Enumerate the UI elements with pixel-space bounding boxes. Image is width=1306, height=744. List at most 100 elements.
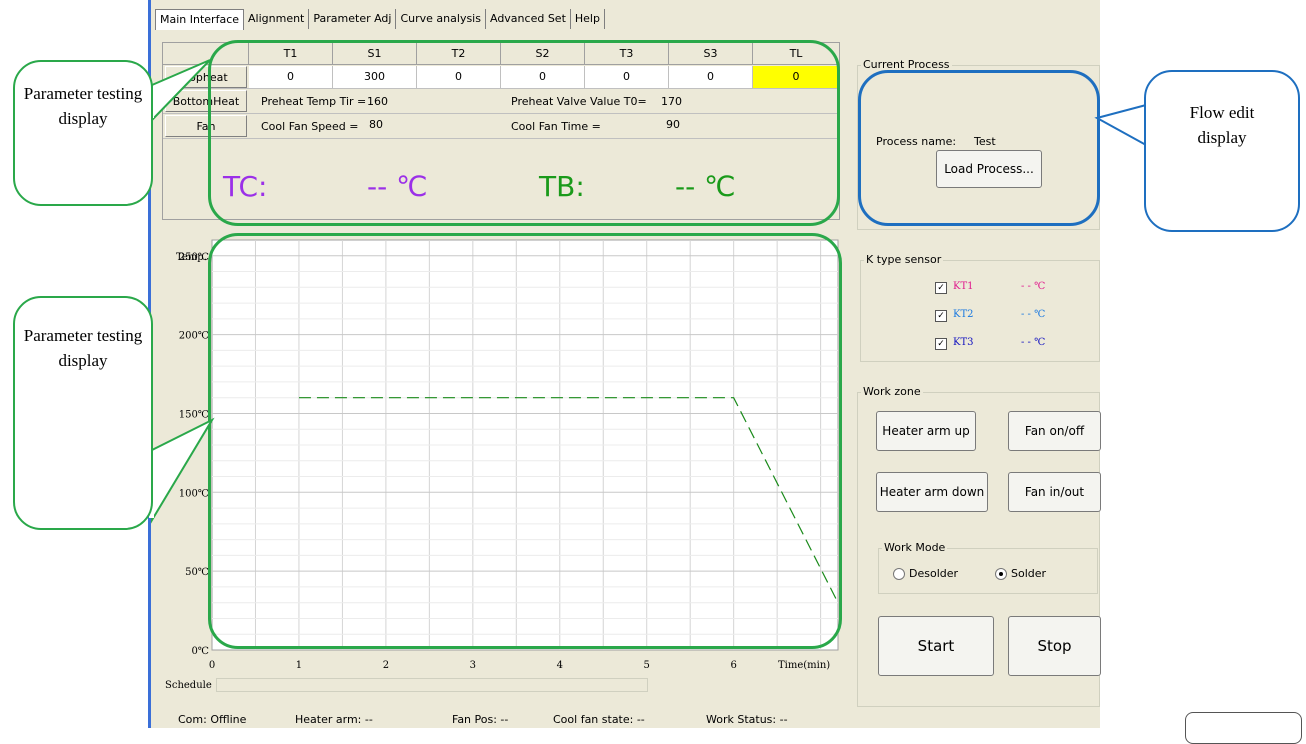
temperature-series-line <box>298 397 839 603</box>
current-process-title: Current Process <box>861 58 952 71</box>
header-s2: S2 <box>501 43 585 65</box>
work-zone-title: Work zone <box>861 385 923 398</box>
kt3-checkbox[interactable]: ✓ <box>935 338 947 350</box>
kt2-label: KT2 <box>953 309 974 320</box>
y-tick-label: 100℃ <box>179 488 209 499</box>
x-tick-label: 2 <box>383 660 389 671</box>
k-type-sensor-group: K type sensor ✓ KT1 - - ℃ ✓ KT2 - - ℃ ✓ … <box>860 253 1100 362</box>
tab-parameter-adj[interactable]: Parameter Adj <box>309 9 397 29</box>
pointer-flow <box>1094 103 1147 147</box>
preheat-temp-value: 160 <box>367 95 388 108</box>
kt1-value: - - ℃ <box>1021 281 1046 292</box>
bottomheat-row-button[interactable]: BottomHeat <box>165 90 247 112</box>
header-t2: T2 <box>417 43 501 65</box>
callout-flow-edit-text: Flow edit display <box>1189 103 1255 147</box>
y-tick-label: 150℃ <box>179 409 209 420</box>
preheat-valve-value: 170 <box>661 95 682 108</box>
solder-radio[interactable] <box>995 568 1007 580</box>
tc-value: -- ℃ <box>367 170 428 203</box>
preheat-valve-label: Preheat Valve Value T0= <box>511 95 647 108</box>
row-divider <box>163 113 839 114</box>
desolder-radio[interactable] <box>893 568 905 580</box>
work-mode-group: Work Mode Desolder Solder <box>878 541 1098 594</box>
pointer-bottom <box>151 417 215 524</box>
y-tick-label: 50℃ <box>185 567 209 578</box>
com-status: Com: Offline <box>178 713 247 726</box>
tab-advanced-set[interactable]: Advanced Set <box>486 9 571 29</box>
desolder-label: Desolder <box>909 567 959 580</box>
parameter-grid: T1 S1 T2 S2 T3 S3 TL Topheat 0 300 0 0 0… <box>162 42 840 220</box>
work-zone-group: Work zone Heater arm up Fan on/off Heate… <box>857 385 1101 707</box>
callout-flow-edit: Flow edit display <box>1144 70 1300 232</box>
tab-curve-analysis[interactable]: Curve analysis <box>396 9 486 29</box>
flow-edit-frame <box>858 70 1100 226</box>
process-name-value: Test <box>974 135 996 148</box>
parameter-frame-chart <box>208 233 842 649</box>
x-tick-label: 6 <box>730 660 736 671</box>
heater-arm-up-button[interactable]: Heater arm up <box>876 411 976 451</box>
callout-parameter-top: Parameter testing display <box>13 60 153 206</box>
x-tick-label: 5 <box>644 660 650 671</box>
load-process-button[interactable]: Load Process... <box>936 150 1042 188</box>
x-tick-label: 4 <box>557 660 563 671</box>
header-s3: S3 <box>669 43 753 65</box>
header-tl: TL <box>753 43 839 65</box>
cool-fan-speed-label: Cool Fan Speed = <box>261 120 359 133</box>
solder-label: Solder <box>1011 567 1047 580</box>
row-divider <box>163 88 839 89</box>
kt2-value: - - ℃ <box>1021 309 1046 320</box>
cell-s3[interactable]: 0 <box>669 66 753 88</box>
callout-parameter-bottom-text: Parameter testing display <box>23 326 143 370</box>
parameter-frame-top <box>208 40 840 226</box>
cell-tl[interactable]: 0 <box>753 66 839 88</box>
header-t1: T1 <box>249 43 333 65</box>
cell-t3[interactable]: 0 <box>585 66 669 88</box>
tab-main-interface[interactable]: Main Interface <box>155 9 245 30</box>
pointer-top <box>151 59 211 123</box>
temperature-chart: 250℃ 200℃ 150℃ 100℃ 50℃ 0℃ 0 1 2 3 4 5 6 Temp. Time(mi… <box>160 230 840 700</box>
k-type-sensor-title: K type sensor <box>864 253 944 266</box>
chart-svg: 250℃ 200℃ 150℃ 100℃ 50℃ 0℃0 1 2 3 4 5 6 Temp. Time(mi… <box>176 239 839 671</box>
schedule-progress-bar <box>216 678 648 692</box>
header-t3: T3 <box>585 43 669 65</box>
y-tick-label: 200℃ <box>179 331 209 342</box>
x-tick-label: 1 <box>296 660 302 671</box>
cool-fan-time-value: 90 <box>666 118 680 131</box>
preheat-temp-label: Preheat Temp Tir = <box>261 95 367 108</box>
y-tick-label: 250℃ <box>179 252 209 263</box>
heater-arm-down-button[interactable]: Heater arm down <box>876 472 988 512</box>
tab-bar: Main Interface Alignment Parameter Adj C… <box>155 9 605 31</box>
fan-onoff-button[interactable]: Fan on/off <box>1008 411 1101 451</box>
x-axis-label: Time(min) <box>778 660 830 671</box>
cell-t2[interactable]: 0 <box>417 66 501 88</box>
fan-inout-button[interactable]: Fan in/out <box>1008 472 1101 512</box>
kt2-checkbox[interactable]: ✓ <box>935 310 947 322</box>
x-tick-label: 0 <box>209 660 215 671</box>
stop-button[interactable]: Stop <box>1008 616 1101 676</box>
cell-t1[interactable]: 0 <box>249 66 333 88</box>
kt1-label: KT1 <box>953 281 974 292</box>
cool-fan-state-status: Cool fan state: -- <box>553 713 645 726</box>
work-status: Work Status: -- <box>706 713 788 726</box>
cell-s1[interactable]: 300 <box>333 66 417 88</box>
kt3-label: KT3 <box>953 337 974 348</box>
start-button[interactable]: Start <box>878 616 994 676</box>
schedule-label: Schedule <box>165 680 212 691</box>
callout-pointers <box>149 59 1147 524</box>
x-tick-label: 3 <box>470 660 476 671</box>
process-name-label: Process name: <box>876 135 957 148</box>
cell-s2[interactable]: 0 <box>501 66 585 88</box>
callout-parameter-top-text: Parameter testing display <box>23 84 143 128</box>
kt3-value: - - ℃ <box>1021 337 1046 348</box>
tab-alignment[interactable]: Alignment <box>244 9 310 29</box>
fan-pos-status: Fan Pos: -- <box>452 713 509 726</box>
y-tick-label: 0℃ <box>191 646 209 657</box>
tb-label: TB: <box>539 170 585 203</box>
current-process-group: Current Process Process name: Test Load … <box>857 58 1100 230</box>
kt1-checkbox[interactable]: ✓ <box>935 282 947 294</box>
cool-fan-time-label: Cool Fan Time = <box>511 120 601 133</box>
row-divider <box>163 138 839 139</box>
heater-arm-status: Heater arm: -- <box>295 713 373 726</box>
tab-help[interactable]: Help <box>571 9 605 29</box>
cool-fan-speed-value: 80 <box>369 118 383 131</box>
